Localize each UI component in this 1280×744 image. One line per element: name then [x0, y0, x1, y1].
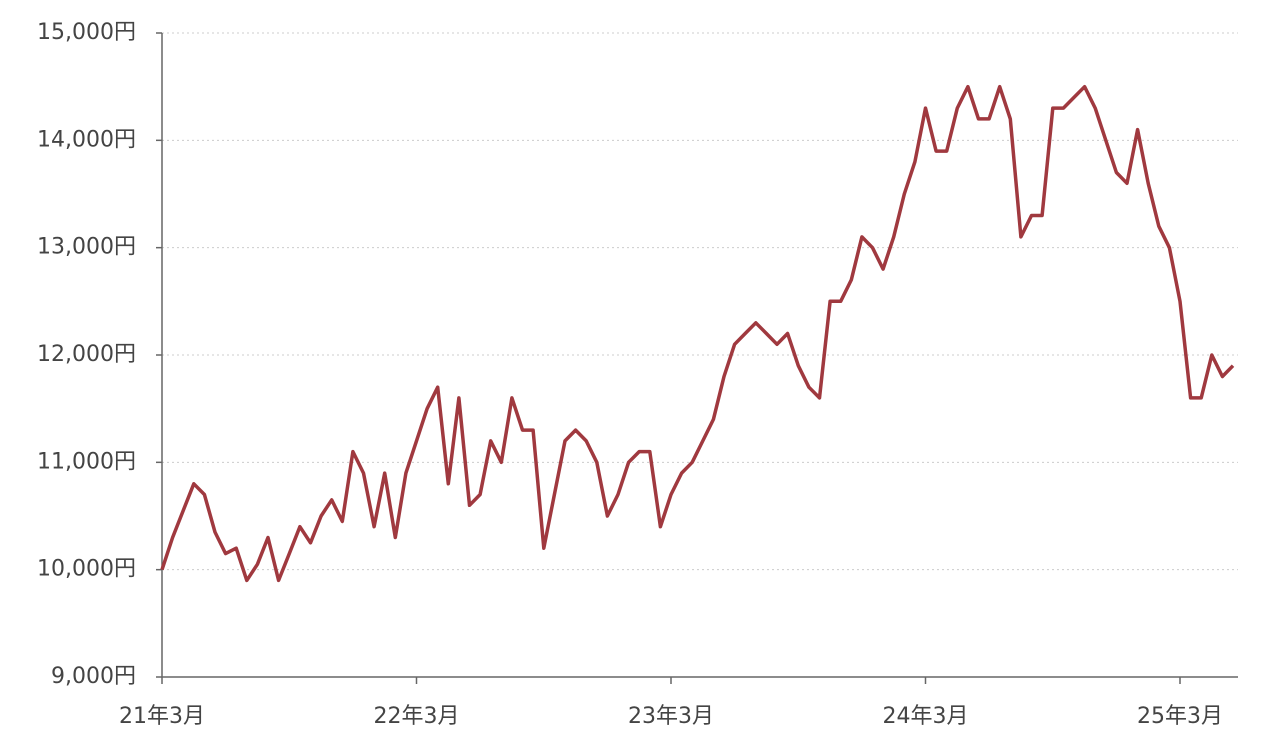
- y-tick-label: 10,000円: [37, 557, 136, 582]
- x-tick-label: 23年3月: [628, 704, 714, 729]
- y-tick-label: 14,000円: [37, 127, 136, 152]
- y-tick-label: 15,000円: [37, 20, 136, 45]
- y-tick-label: 12,000円: [37, 342, 136, 367]
- y-tick-label: 9,000円: [51, 664, 136, 689]
- x-tick-label: 22年3月: [374, 704, 460, 729]
- x-tick-label: 25年3月: [1137, 704, 1223, 729]
- x-tick-label: 21年3月: [119, 704, 205, 729]
- price-line: [160, 84, 1235, 583]
- y-tick-label: 11,000円: [37, 449, 136, 474]
- y-tick-label: 13,000円: [37, 235, 136, 260]
- x-tick-label: 24年3月: [883, 704, 969, 729]
